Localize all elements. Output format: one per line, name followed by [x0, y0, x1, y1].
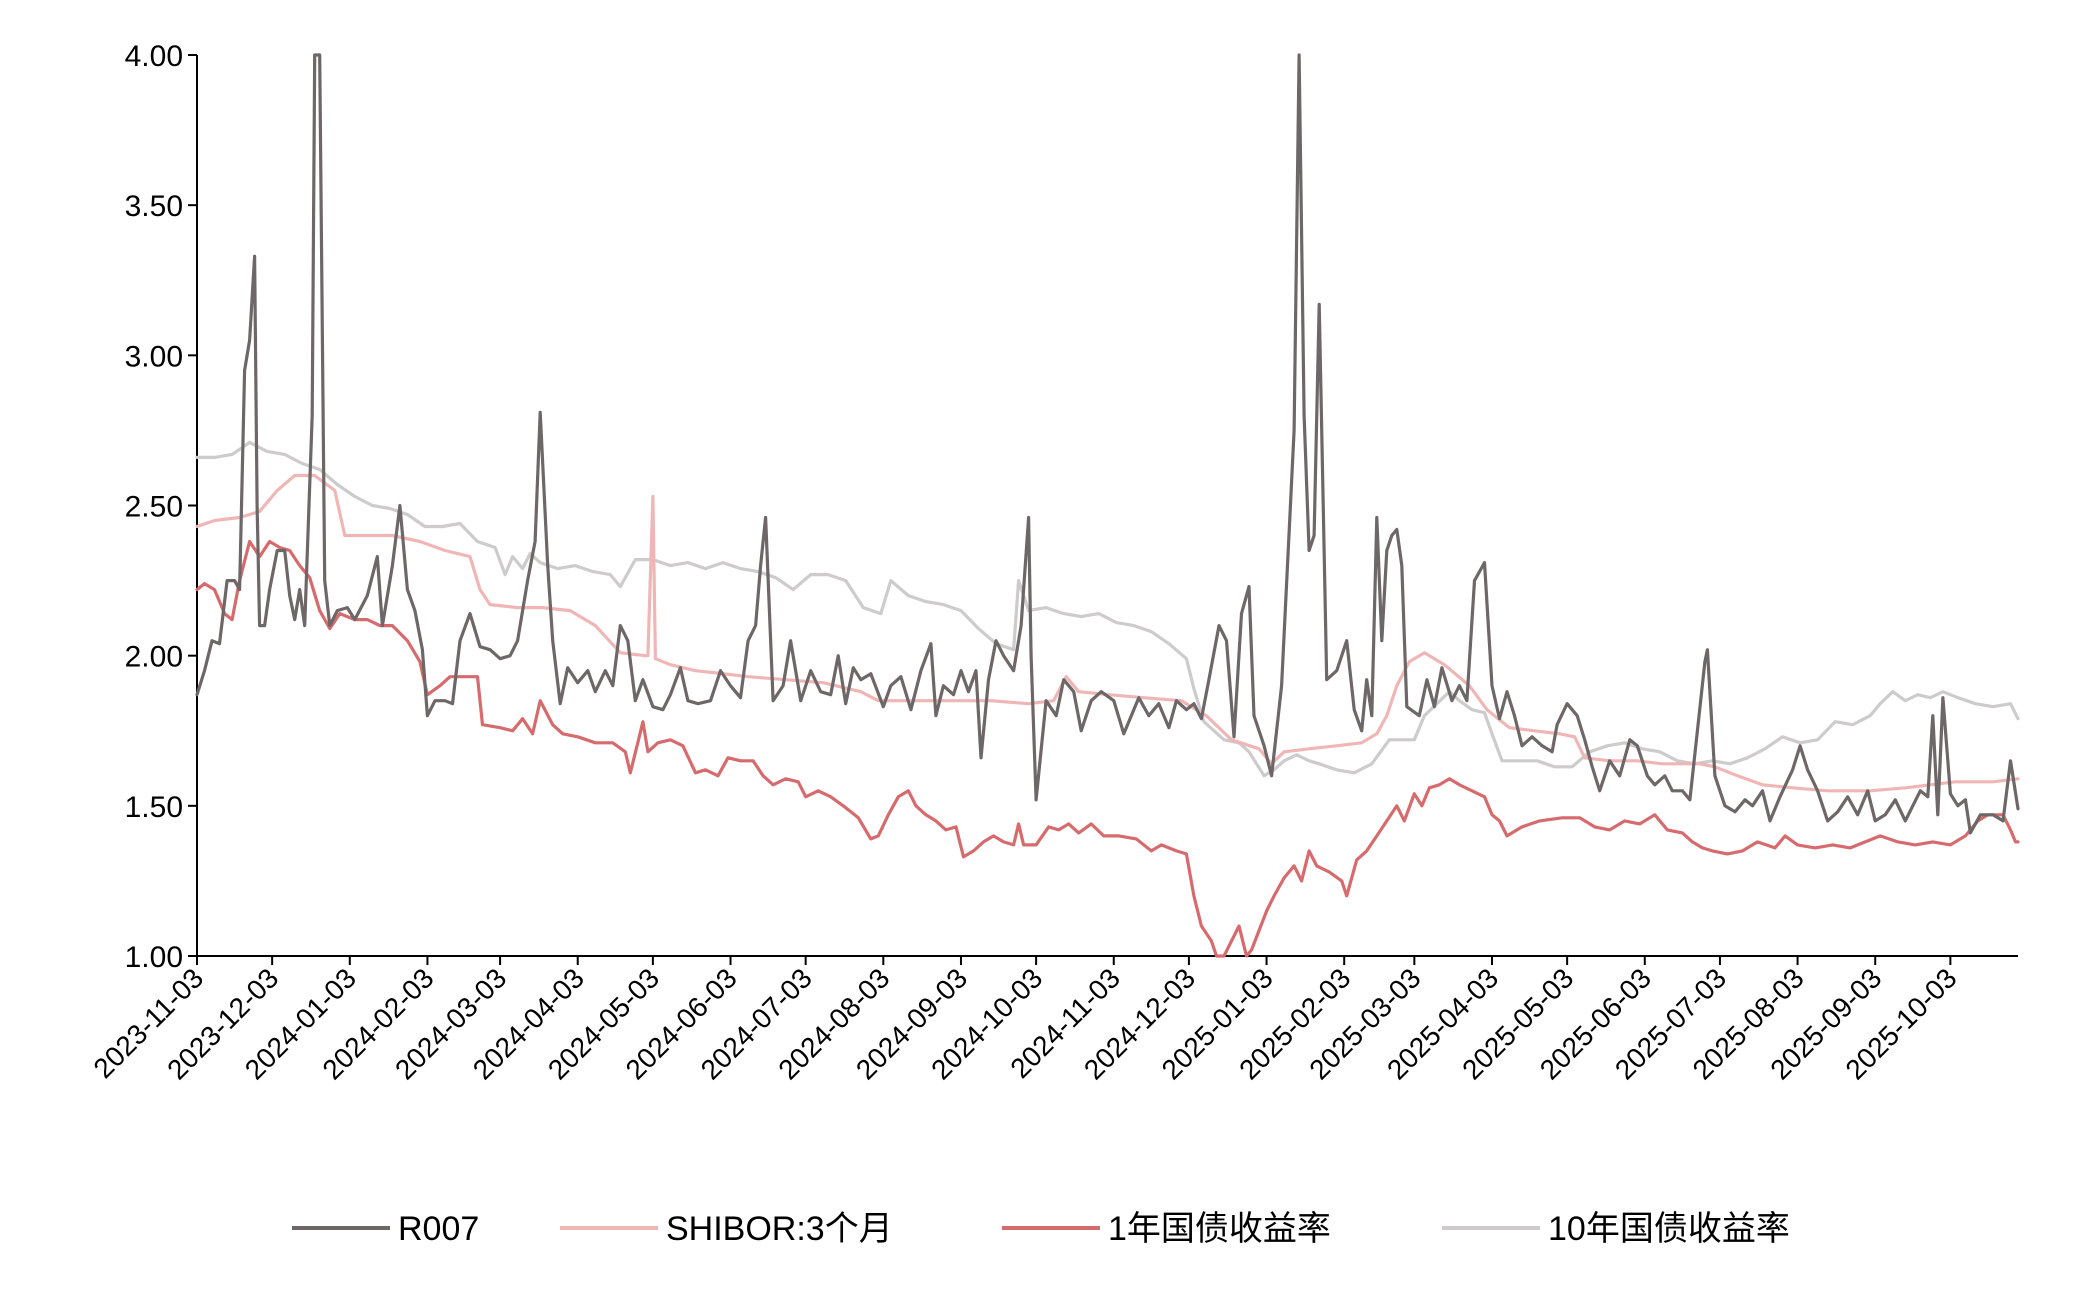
- y-tick-label: 3.00: [125, 340, 183, 373]
- series-line-3: [195, 440, 2020, 778]
- series-lines: [195, 53, 2020, 958]
- y-tick-label: 1.00: [125, 941, 183, 974]
- y-tick-label: 2.50: [125, 491, 183, 524]
- legend: R007 SHIBOR:3个月 1年国债收益率 10年国债收益率: [292, 1210, 1790, 1248]
- legend-label: SHIBOR:3个月: [666, 1210, 893, 1248]
- series-line-2: [195, 539, 2020, 958]
- axes: [196, 55, 2018, 957]
- series-line-0: [195, 53, 2020, 835]
- y-tick-label: 2.00: [125, 641, 183, 674]
- series-line-1: [195, 473, 2020, 793]
- legend-label: 1年国债收益率: [1108, 1210, 1331, 1248]
- y-tick-labels: 1.00 1.50 2.00 2.50 3.00 3.50 4.00: [125, 40, 197, 974]
- y-tick-label: 4.00: [125, 40, 183, 73]
- y-tick-label: 1.50: [125, 791, 183, 824]
- legend-label: 10年国债收益率: [1548, 1210, 1790, 1248]
- legend-label: R007: [398, 1210, 479, 1248]
- x-tick-labels: 2023-11-032023-12-032024-01-032024-02-03…: [88, 956, 1963, 1086]
- y-tick-label: 3.50: [125, 190, 183, 223]
